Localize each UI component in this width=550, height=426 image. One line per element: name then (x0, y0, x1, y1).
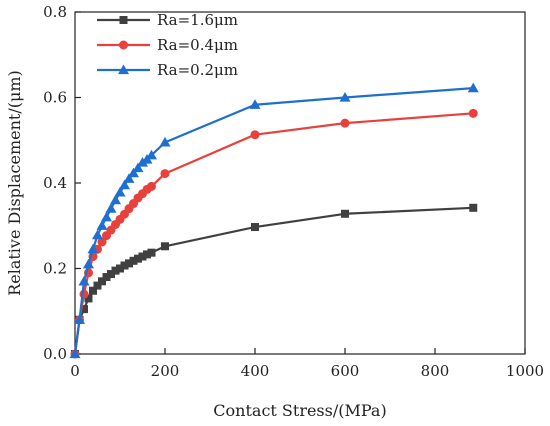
data-point (96, 220, 108, 230)
data-point (339, 92, 351, 102)
x-axis: 0 200 400 600 800 1000 (70, 348, 544, 380)
data-point (89, 286, 97, 295)
data-point (468, 108, 478, 118)
data-point (128, 167, 139, 178)
data-point (147, 248, 156, 257)
y-tick-label: 0.0 (43, 345, 67, 363)
legend-label: Ra=0.2μm (157, 61, 238, 79)
data-point (107, 270, 115, 279)
data-point (114, 186, 126, 197)
data-point (125, 259, 133, 268)
data-point (134, 254, 142, 263)
legend-item: Ra=1.6μm (97, 11, 238, 29)
legend: Ra=1.6μm Ra=0.4μm Ra=0.2μm (97, 11, 238, 79)
data-point (116, 264, 124, 273)
legend-item: Ra=0.4μm (97, 36, 238, 54)
data-point (250, 130, 260, 140)
data-point (132, 162, 144, 173)
legend-item: Ra=0.2μm (97, 61, 238, 79)
series-line (73, 112, 474, 355)
data-point (341, 209, 349, 218)
y-tick-label: 0.8 (43, 3, 67, 21)
x-tick-label: 0 (70, 362, 80, 380)
data-point (120, 261, 129, 270)
data-point (105, 203, 117, 213)
plot-frame (74, 11, 526, 355)
data-point (79, 289, 89, 299)
data-point (147, 181, 156, 191)
data-point (340, 118, 350, 128)
data-point (78, 275, 90, 286)
data-point (97, 237, 107, 247)
data-point (143, 250, 151, 259)
data-point (84, 294, 93, 303)
legend-label: Ra=1.6μm (157, 11, 238, 29)
data-point (469, 203, 478, 212)
y-tick-label: 0.4 (43, 174, 67, 192)
data-point (137, 156, 148, 167)
data-point (98, 277, 106, 286)
x-tick-label: 400 (241, 362, 270, 380)
series-line (73, 206, 474, 355)
legend-label: Ra=0.4μm (157, 36, 238, 54)
data-point (119, 179, 130, 190)
data-point (92, 229, 103, 240)
x-tick-label: 600 (331, 362, 360, 380)
data-point (160, 169, 170, 179)
data-point (111, 266, 120, 275)
data-point (118, 64, 129, 75)
data-point (74, 314, 85, 324)
y-tick-label: 0.2 (43, 260, 67, 278)
data-point (161, 242, 169, 251)
data-point (87, 243, 99, 254)
series-layer (69, 82, 479, 359)
data-point (69, 348, 81, 359)
data-point (83, 258, 94, 269)
data-point (251, 223, 259, 232)
data-point (93, 281, 102, 290)
x-tick-label: 800 (421, 362, 450, 380)
data-point (249, 99, 261, 109)
plot-border (74, 11, 526, 355)
data-point (110, 194, 121, 205)
y-tick-label: 0.6 (43, 89, 67, 107)
series-3 (69, 82, 479, 359)
x-tick-label: 200 (151, 362, 180, 380)
data-point (101, 211, 112, 222)
x-tick-label: 1000 (506, 362, 544, 380)
data-point (80, 305, 88, 314)
data-point (467, 82, 479, 93)
series-1 (71, 203, 478, 358)
data-point (159, 136, 171, 147)
data-point (138, 252, 147, 261)
x-axis-title: Contact Stress/(MPa) (213, 401, 386, 420)
data-point (102, 273, 111, 282)
y-axis-title: Relative Displacement/(μm) (5, 70, 24, 296)
data-point (129, 256, 138, 265)
series-line (73, 86, 474, 355)
data-point (119, 40, 128, 50)
series-2 (70, 108, 478, 359)
data-point (119, 16, 128, 24)
data-point (123, 173, 135, 183)
data-point (146, 149, 157, 160)
y-axis: 0.0 0.2 0.4 0.6 0.8 (43, 3, 81, 363)
